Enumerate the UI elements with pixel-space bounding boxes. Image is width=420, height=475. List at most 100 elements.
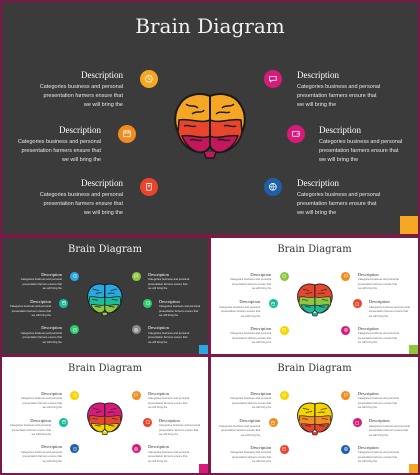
item-body-line: Categories business and personal [20, 397, 62, 401]
slide-4[interactable]: Brain Diagram Description Categories busi… [2, 357, 208, 473]
item-body-line: Categories business and personal [368, 424, 410, 428]
item-description-3: Description Categories business and perso… [15, 444, 62, 464]
item-body-line: Categories business and personal [357, 451, 399, 455]
item-body-line: we will bring the [31, 433, 51, 437]
item-heading: Description [158, 417, 180, 423]
item-circle-1[interactable] [279, 390, 289, 400]
item-circle-3[interactable] [70, 444, 80, 454]
calendar-icon [61, 301, 66, 306]
corner-accent [400, 216, 418, 234]
badge-icon [73, 327, 77, 332]
item-body-line: presentation farmers ensure that [231, 455, 272, 459]
item-body-line: presentation farmers ensure that [43, 201, 124, 207]
item-circle-6[interactable] [264, 178, 282, 196]
item-body-line: presentation farmers ensure that [368, 429, 409, 433]
item-circle-6[interactable] [341, 325, 351, 335]
item-circle-6[interactable] [131, 325, 141, 335]
item-circle-5[interactable] [287, 125, 305, 143]
item-body-line: Categories business and personal [357, 397, 399, 401]
item-body-line: presentation farmers ensure that [297, 93, 377, 99]
item-circle-2[interactable] [59, 417, 69, 427]
item-circle-5[interactable] [143, 298, 153, 308]
item-heading: Description [148, 444, 169, 450]
item-heading: Description [319, 125, 361, 135]
item-body-line: Categories business and personal [148, 278, 190, 282]
item-circle-6[interactable] [341, 444, 351, 454]
globe-icon [134, 327, 139, 332]
item-circle-1[interactable] [279, 271, 289, 281]
item-description-1: Description Categories business and perso… [224, 272, 271, 292]
corner-accent [199, 345, 208, 354]
item-body-line: Categories business and personal [230, 451, 272, 455]
item-body-line: we will bring the [251, 460, 272, 464]
item-body-line: we will bring the [83, 102, 123, 108]
globe-icon [269, 183, 277, 191]
item-body-line: we will bring the [158, 433, 179, 437]
item-description-5: Description Categories business and perso… [159, 418, 206, 438]
globe-icon [343, 328, 348, 332]
slide-2[interactable]: Brain Diagram Description Categories busi… [2, 238, 208, 354]
item-description-2: Description Categories business and perso… [213, 418, 260, 438]
item-body-line: Categories business and personal [158, 424, 201, 428]
item-circle-3[interactable] [140, 178, 158, 196]
item-description-2: Description Categories business and perso… [4, 299, 51, 319]
item-circle-5[interactable] [352, 299, 362, 309]
item-body-line: Categories business and personal [357, 278, 399, 282]
item-description-6: Description Categories business and perso… [297, 178, 392, 218]
item-circle-4[interactable] [341, 390, 351, 400]
item-body-line: we will bring the [83, 210, 123, 216]
item-description-4: Description Categories business and perso… [358, 272, 405, 292]
brain-icon [87, 283, 123, 316]
item-heading: Description [250, 325, 272, 331]
slide-1[interactable]: Brain Diagram Description Categories busi… [2, 2, 418, 234]
slide-3[interactable]: Brain Diagram Description Categories busi… [211, 238, 418, 354]
item-heading: Description [148, 390, 169, 396]
item-body-line: presentation farmers ensure that [11, 428, 51, 432]
brain-diagram [295, 401, 335, 441]
item-circle-3[interactable] [279, 444, 289, 454]
item-heading: Description [250, 271, 272, 277]
item-circle-3[interactable] [70, 325, 80, 335]
item-circle-2[interactable] [118, 125, 136, 143]
slide-5[interactable]: Brain Diagram Description Categories busi… [211, 357, 418, 473]
item-description-3: Description Categories business and perso… [224, 445, 271, 465]
item-circle-2[interactable] [268, 299, 278, 309]
item-body-line: Categories business and personal [9, 305, 51, 309]
item-circle-6[interactable] [131, 444, 141, 454]
calendar-icon [271, 420, 276, 425]
item-body-line: Categories business and personal [357, 332, 399, 336]
item-body-line: presentation farmers ensure that [357, 336, 398, 340]
item-circle-4[interactable] [264, 70, 282, 88]
item-circle-1[interactable] [140, 70, 158, 88]
item-body-line: we will bring the [148, 340, 168, 344]
item-description-5: Description Categories business and perso… [159, 299, 206, 319]
item-body-line: we will bring the [357, 406, 378, 410]
item-body-line: Categories business and personal [368, 305, 410, 309]
item-heading: Description [357, 390, 379, 396]
item-circle-5[interactable] [143, 417, 153, 427]
item-description-1: Description Categories business and perso… [15, 272, 62, 292]
item-heading: Description [158, 298, 180, 304]
item-body-line: we will bring the [368, 433, 389, 437]
item-circle-4[interactable] [131, 390, 141, 400]
slide-title: Brain Diagram [277, 362, 352, 374]
item-circle-2[interactable] [268, 418, 278, 428]
item-body-line: we will bring the [251, 406, 272, 410]
item-description-3: Description Categories business and perso… [15, 325, 62, 345]
brain-icon [296, 402, 333, 435]
item-circle-1[interactable] [70, 271, 80, 281]
item-circle-1[interactable] [70, 390, 80, 400]
clock-icon [282, 274, 287, 279]
item-heading: Description [368, 299, 390, 305]
item-body-line: we will bring the [31, 314, 51, 318]
badge-icon [282, 447, 286, 451]
item-circle-4[interactable] [341, 271, 351, 281]
globe-icon [343, 447, 348, 451]
item-heading: Description [41, 271, 62, 277]
item-circle-2[interactable] [59, 298, 69, 308]
item-description-4: Description Categories business and perso… [297, 70, 392, 110]
item-body-line: presentation farmers ensure that [220, 310, 261, 314]
item-circle-5[interactable] [352, 418, 362, 428]
item-circle-4[interactable] [131, 271, 141, 281]
item-circle-3[interactable] [279, 325, 289, 335]
